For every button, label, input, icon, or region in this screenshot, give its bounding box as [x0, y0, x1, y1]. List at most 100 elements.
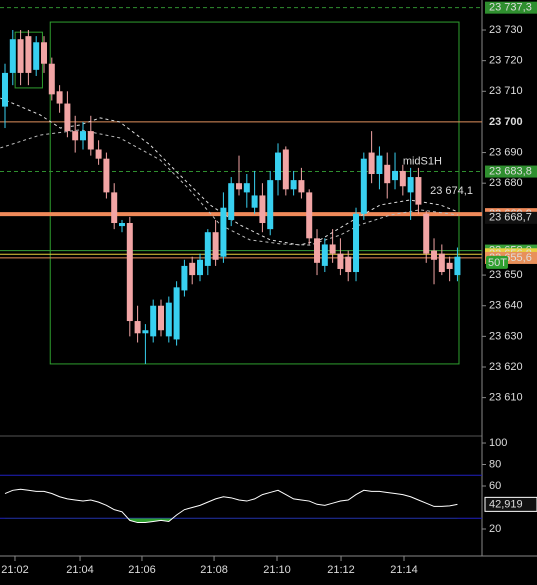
candle-body [212, 232, 219, 260]
candle-body [314, 238, 321, 263]
candle-body [165, 302, 172, 337]
candle-body [259, 195, 266, 224]
candle-body [119, 223, 126, 227]
range-box [49, 21, 460, 365]
osc-tick-label: 80 [489, 458, 501, 470]
osc-tick-label: 60 [489, 480, 501, 492]
candle-body [282, 149, 289, 190]
x-tick-label: 21:14 [390, 564, 418, 576]
candle-body [87, 131, 94, 150]
candle-body [111, 192, 118, 224]
candle-body [48, 63, 55, 95]
candle-body [158, 305, 165, 331]
osc-tick-label: 100 [489, 437, 507, 449]
candle-body [399, 170, 406, 187]
y-tick-label: 23 650 [489, 269, 523, 281]
plot-area [0, 7, 482, 365]
y-tick-label: 23 680 [489, 177, 523, 189]
osc-last-label: 42,919 [489, 498, 523, 510]
candle-body [9, 39, 16, 73]
candle-body [72, 131, 79, 141]
candle-body [321, 244, 328, 266]
candle-body [25, 36, 32, 73]
level-label: 23 700 [489, 116, 523, 128]
candle-body [220, 207, 227, 257]
candle-body [1, 72, 8, 107]
candle-body [134, 321, 141, 334]
candle-body [251, 195, 258, 208]
candle-body [56, 91, 63, 104]
candle-body [360, 158, 367, 214]
y-tick-label: 23 610 [489, 392, 523, 404]
y-tick-label: 23 640 [489, 300, 523, 312]
candle-body [228, 183, 235, 220]
candle-body [181, 265, 188, 291]
bar-type-badge-bg [486, 255, 508, 269]
moving-average [0, 129, 459, 246]
candle-body [243, 183, 250, 193]
level-label-bg [485, 1, 537, 14]
candle-body [384, 164, 391, 184]
x-tick-label: 21:06 [128, 564, 156, 576]
candle-body [103, 158, 110, 193]
osc-tick-label: 20 [489, 523, 501, 535]
candle-body [197, 259, 204, 276]
candle-body [267, 180, 274, 230]
y-tick-label: 23 730 [489, 24, 523, 36]
candle-body [95, 149, 102, 159]
candle-body [236, 183, 243, 190]
candle-body [446, 262, 453, 269]
candle-body [40, 42, 47, 64]
candle-body [438, 253, 445, 273]
level-label: 23 683,8 [489, 165, 532, 177]
candle-body [392, 170, 399, 181]
candle-body [415, 177, 422, 205]
candle-body [345, 256, 352, 273]
candle-body [275, 152, 282, 181]
candle-body [368, 152, 375, 174]
candle-body [79, 131, 86, 141]
y-tick-label: 23 720 [489, 55, 523, 67]
candle-body [142, 330, 149, 334]
level-label: 23 668,7 [489, 212, 532, 224]
y-tick-label: 23 690 [489, 146, 523, 158]
candle-body [337, 253, 344, 269]
level-label: 23 737,3 [489, 2, 532, 14]
annotation: 23 674,1 [430, 185, 473, 197]
candle-body [189, 262, 196, 276]
x-tick-label: 21:02 [1, 564, 29, 576]
candle-body [33, 42, 40, 70]
candle-body [64, 103, 71, 132]
x-tick-label: 21:12 [327, 564, 355, 576]
annotation: midS1H [403, 155, 442, 167]
level-label-bg [485, 165, 537, 178]
candle-body [17, 39, 24, 73]
candle-body [290, 180, 297, 190]
candle-body [204, 232, 211, 266]
y-tick-label: 23 710 [489, 85, 523, 97]
x-tick-label: 21:10 [263, 564, 291, 576]
candle-body [423, 213, 430, 254]
moving-average [0, 97, 459, 246]
y-tick-label: 23 620 [489, 361, 523, 373]
osc-last-bg [484, 496, 537, 512]
x-tick-label: 21:08 [200, 564, 228, 576]
candle-body [126, 223, 133, 322]
candle-body [376, 155, 383, 174]
candle-body [298, 180, 305, 193]
candle-body [306, 192, 313, 239]
y-tick-label: 23 630 [489, 330, 523, 342]
candle-body [407, 177, 414, 193]
candle-body [431, 250, 438, 260]
candle-body [150, 305, 157, 337]
candle-body [329, 244, 336, 254]
level-label-bg [485, 211, 537, 224]
candle-body [353, 213, 360, 273]
x-tick-label: 21:04 [66, 564, 94, 576]
bar-type-badge: 50T [488, 257, 507, 269]
candle-body [454, 256, 461, 276]
candle-body [173, 287, 180, 340]
